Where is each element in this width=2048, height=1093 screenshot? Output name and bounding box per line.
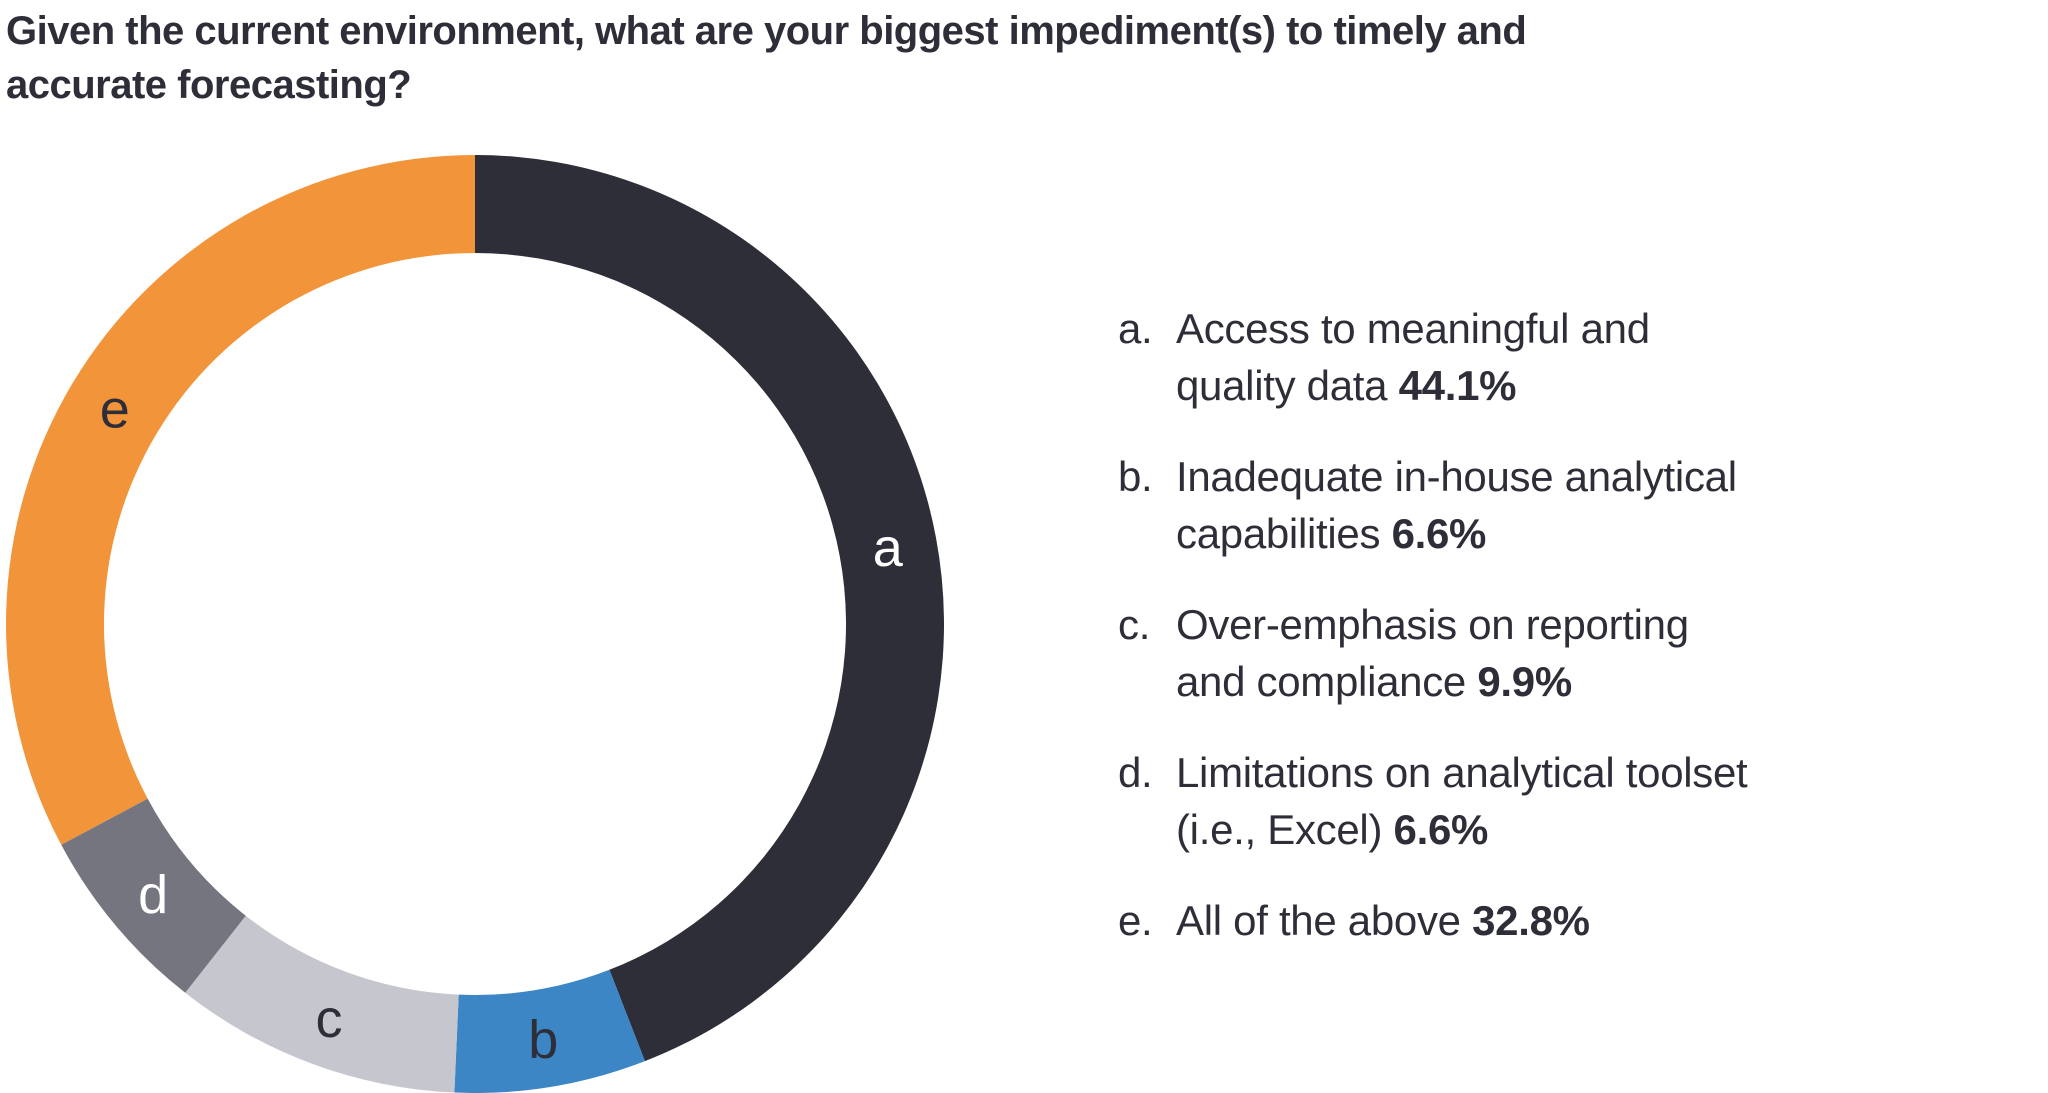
legend-item-d-value: 6.6% <box>1393 806 1489 853</box>
donut-segment-c <box>185 915 459 1093</box>
legend-item-b-text-line1: Inadequate in-house analytical <box>1176 453 1737 500</box>
donut-segment-a <box>475 155 944 1062</box>
chart-question-title-line2: accurate forecasting? <box>6 63 412 107</box>
donut-segment-label-c: c <box>316 989 343 1049</box>
legend-item-c-letter: c. <box>1118 601 1151 648</box>
chart-question-title: Given the current environment, what are … <box>6 4 1906 112</box>
donut-segment-label-a: a <box>873 518 904 578</box>
legend-item-b-text-line2: capabilities 6.6% <box>1176 510 1487 557</box>
legend-item-e: e. All of the above 32.8% <box>1118 892 1747 949</box>
legend-item-d-letter: d. <box>1118 749 1153 796</box>
donut-segment-e <box>6 155 476 845</box>
chart-legend: a. Access to meaningful and quality data… <box>1118 300 1748 983</box>
legend-item-b-value: 6.6% <box>1391 510 1487 557</box>
donut-segment-label-b: b <box>528 1010 558 1070</box>
legend-item-c-value: 9.9% <box>1477 658 1572 705</box>
donut-chart: a b c d e <box>6 155 944 1093</box>
chart-question-title-line1: Given the current environment, what are … <box>6 9 1527 53</box>
legend-item-c-text-line1: Over-emphasis on reporting <box>1176 601 1689 648</box>
legend-item-a-text-line1: Access to meaningful and <box>1176 305 1650 352</box>
legend-item-d: d. Limitations on analytical toolset (i.… <box>1118 744 1748 858</box>
legend-item-e-letter: e. <box>1118 897 1153 944</box>
donut-segment-b <box>454 969 645 1093</box>
legend-item-b: b. Inadequate in-house analytical capabi… <box>1118 448 1747 562</box>
legend-item-e-value: 32.8% <box>1472 897 1590 944</box>
donut-segment-label-e: e <box>100 379 130 439</box>
donut-segment-label-d: d <box>138 865 168 925</box>
legend-item-d-text-line1: Limitations on analytical toolset <box>1176 749 1748 796</box>
legend-item-a: a. Access to meaningful and quality data… <box>1118 300 1747 414</box>
legend-item-b-letter: b. <box>1118 453 1153 500</box>
legend-item-e-text-line1: All of the above 32.8% <box>1176 897 1590 944</box>
legend-item-d-text-line2: (i.e., Excel) 6.6% <box>1176 806 1489 853</box>
legend-item-a-value: 44.1% <box>1398 362 1517 409</box>
legend-item-a-text-line2: quality data 44.1% <box>1176 362 1517 409</box>
legend-item-c: c. Over-emphasis on reporting and compli… <box>1118 596 1747 710</box>
legend-item-a-letter: a. <box>1118 305 1153 352</box>
legend-item-c-text-line2: and compliance 9.9% <box>1176 658 1572 705</box>
donut-segment-d <box>61 798 246 993</box>
